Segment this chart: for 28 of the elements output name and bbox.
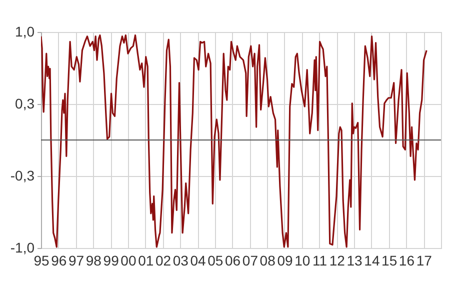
x-tick-label: 11 [312, 252, 328, 268]
x-tick-label: 16 [398, 252, 415, 268]
x-tick-label: 15 [382, 252, 398, 268]
x-tick-label: 95 [34, 252, 50, 268]
x-tick-label: 02 [155, 252, 172, 268]
x-tick-label: 96 [51, 252, 67, 268]
line-series [41, 34, 428, 248]
y-tick-label: -0,3 [10, 167, 35, 184]
x-tick-label: 14 [364, 252, 380, 268]
x-tick-label: 00 [120, 252, 136, 268]
x-tick-label: 03 [172, 252, 189, 268]
x-tick-label: 01 [138, 252, 154, 268]
x-tick-label: 97 [68, 252, 84, 268]
x-tick-label: 98 [86, 252, 102, 268]
x-tick-label: 10 [294, 252, 310, 268]
x-tick-label: 09 [277, 252, 293, 268]
x-tick-label: 99 [103, 252, 120, 268]
x-tick-label: 04 [190, 252, 206, 268]
y-tick-label: 1,0 [15, 24, 35, 40]
x-tick-label: 06 [225, 252, 241, 268]
x-tick-label: 07 [242, 252, 258, 268]
x-tick-label: 05 [208, 252, 224, 268]
x-tick-label: 17 [416, 252, 432, 268]
x-tick-label: 12 [329, 252, 346, 268]
y-tick-label: 0,3 [15, 96, 35, 112]
x-tick-label: 13 [346, 252, 363, 268]
x-tick-label: 08 [260, 252, 276, 268]
y-tick-label: -1,0 [10, 240, 35, 256]
